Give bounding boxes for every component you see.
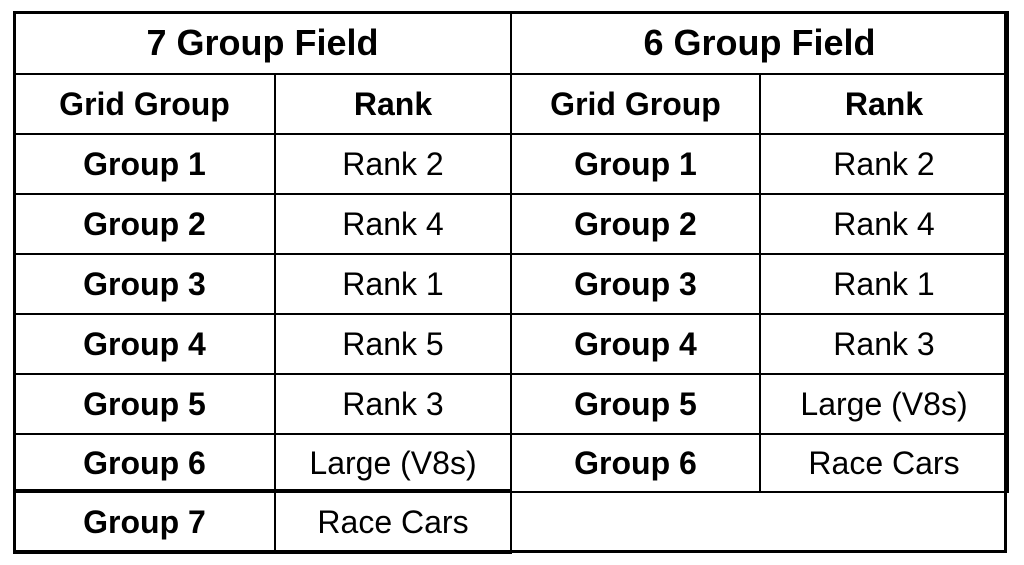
grid-group-cell: Group 5	[13, 373, 276, 435]
rank-cell: Rank 1	[274, 253, 512, 315]
grid-group-cell: Group 7	[13, 491, 276, 554]
rank-cell: Rank 4	[274, 193, 512, 255]
table-title: 7 Group Field	[13, 11, 512, 75]
grid-group-cell: Group 6	[13, 433, 276, 493]
grid-group-cell: Group 3	[510, 253, 761, 315]
rank-cell: Rank 2	[274, 133, 512, 195]
column-header: Rank	[274, 73, 512, 135]
grid-group-cell: Group 2	[510, 193, 761, 255]
grid-group-cell: Group 3	[13, 253, 276, 315]
column-header: Grid Group	[510, 73, 761, 135]
grid-group-cell: Group 2	[13, 193, 276, 255]
rank-cell: Rank 2	[759, 133, 1009, 195]
rank-cell: Rank 3	[759, 313, 1009, 375]
rank-cell: Race Cars	[759, 433, 1009, 493]
grid-group-cell: Group 6	[510, 433, 761, 493]
column-header: Rank	[759, 73, 1009, 135]
grid-group-cell: Group 1	[13, 133, 276, 195]
rank-cell: Rank 4	[759, 193, 1009, 255]
rank-cell: Rank 3	[274, 373, 512, 435]
rank-cell: Race Cars	[274, 491, 512, 554]
table-title: 6 Group Field	[510, 11, 1009, 75]
rank-cell: Large (V8s)	[274, 433, 512, 493]
rank-cell: Rank 1	[759, 253, 1009, 315]
grid-group-cell: Group 4	[13, 313, 276, 375]
grid-group-cell: Group 1	[510, 133, 761, 195]
grid-group-cell: Group 5	[510, 373, 761, 435]
grid-group-cell: Group 4	[510, 313, 761, 375]
rank-cell: Large (V8s)	[759, 373, 1009, 435]
column-header: Grid Group	[13, 73, 276, 135]
divider	[13, 489, 510, 493]
rank-cell: Rank 5	[274, 313, 512, 375]
